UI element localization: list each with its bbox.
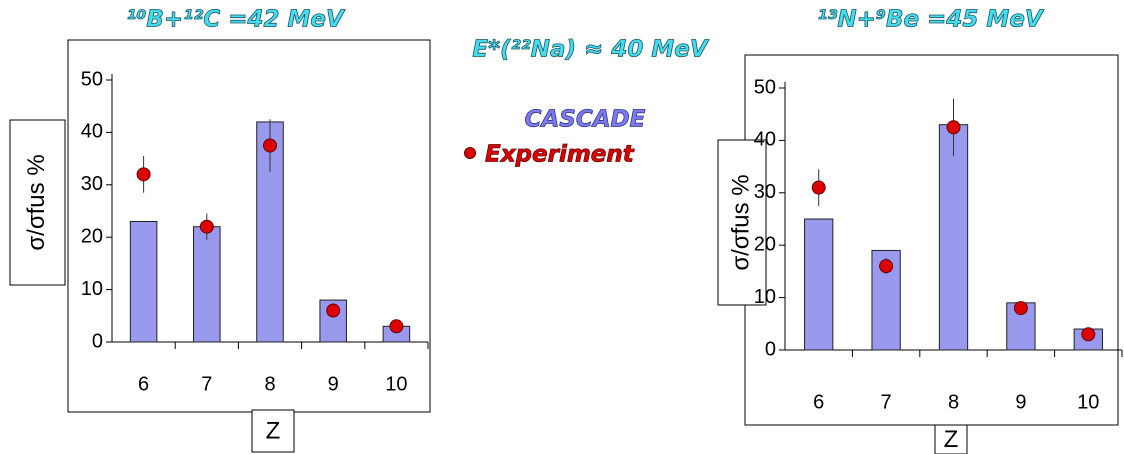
bar [804, 218, 834, 351]
plot-frame [67, 39, 431, 413]
y-tick-label: 50 [754, 76, 776, 98]
y-tick-label: 30 [754, 181, 776, 203]
y-tick-label: 30 [81, 173, 103, 195]
legend-label: CASCADE [525, 107, 646, 133]
x-label-box [934, 424, 968, 454]
bar [193, 226, 221, 343]
y-tick-label: 10 [754, 286, 776, 308]
y-tick-label: 20 [81, 225, 103, 247]
y-tick-label: 0 [92, 330, 103, 352]
data-point [199, 219, 214, 234]
y-axis-label: σ/σfus % [23, 154, 50, 250]
x-tick-label: 9 [328, 373, 339, 395]
y-tick-label: 0 [765, 338, 776, 360]
x-tick-label: 9 [1015, 391, 1026, 413]
bar [129, 220, 158, 343]
x-tick-label: 7 [881, 391, 892, 413]
data-point [136, 167, 151, 182]
chart-title: ¹³N+⁹Be =45 MeV [817, 7, 1045, 33]
y-tick-label: 40 [754, 129, 776, 151]
x-label-box [251, 409, 295, 453]
x-tick-label: 8 [948, 391, 959, 413]
x-axis-label: Z [266, 417, 281, 444]
y-tick-label: 20 [754, 233, 776, 255]
data-point [326, 303, 341, 318]
x-tick-label: 6 [813, 391, 824, 413]
x-tick-label: 7 [201, 373, 212, 395]
x-axis-label: Z [944, 426, 959, 453]
x-tick-label: 6 [138, 373, 149, 395]
plot-frame [744, 54, 1119, 426]
legend-label: Experiment [485, 142, 635, 168]
legend-marker [464, 147, 476, 159]
y-tick-label: 50 [81, 68, 103, 90]
y-axis-label: σ/σfus % [727, 174, 754, 270]
x-tick-label: 10 [1077, 391, 1099, 413]
y-label-box [9, 119, 66, 286]
y-label-box [717, 139, 767, 306]
data-point [1081, 327, 1096, 342]
data-point [263, 138, 277, 153]
data-point [1013, 301, 1028, 316]
chart-title: ¹⁰B+¹²C =42 MeV [126, 7, 346, 33]
annotation: E*(²²Na) ≈ 40 MeV [472, 37, 709, 63]
data-point [389, 319, 404, 334]
y-tick-label: 10 [81, 278, 103, 300]
x-tick-label: 8 [264, 373, 275, 395]
data-point [879, 259, 894, 274]
x-tick-label: 10 [385, 373, 407, 395]
bar [938, 124, 969, 351]
data-point [811, 180, 826, 195]
y-tick-label: 40 [81, 121, 103, 143]
data-point [946, 120, 961, 135]
